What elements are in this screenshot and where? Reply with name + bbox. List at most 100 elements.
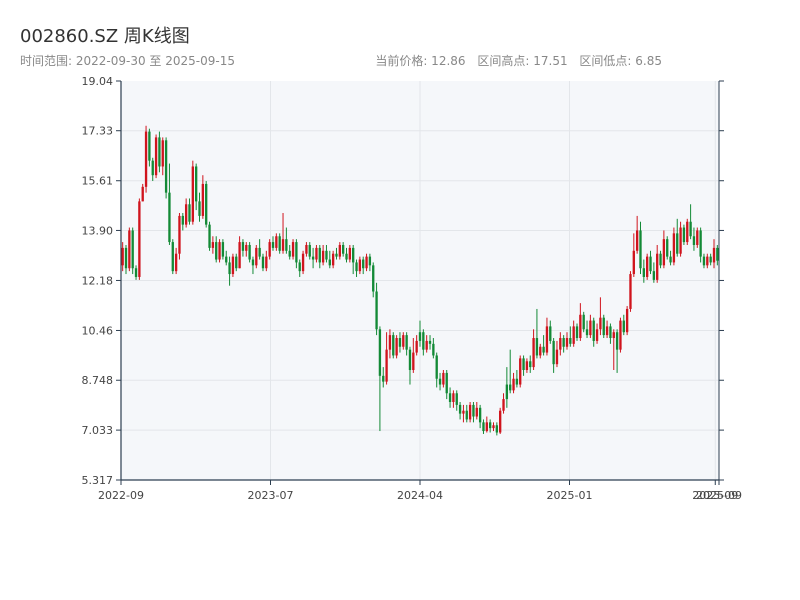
candle-body [462, 410, 465, 414]
candle [181, 213, 184, 231]
candle-body [595, 329, 599, 341]
candle [365, 253, 368, 272]
candle [539, 343, 542, 359]
candle-body [625, 308, 629, 333]
candle [211, 236, 215, 254]
candle [662, 230, 666, 269]
candle-body [488, 422, 492, 429]
candle [575, 323, 579, 341]
candle [128, 227, 131, 272]
candle-body [134, 268, 138, 277]
candle [629, 271, 632, 312]
candle-body [532, 338, 535, 368]
candle [682, 224, 686, 245]
candle [408, 346, 412, 385]
candle [582, 311, 585, 333]
candle-body [455, 393, 458, 405]
candle [415, 335, 418, 356]
candle [499, 407, 502, 434]
candle-body [235, 256, 238, 269]
candle-body [686, 221, 689, 243]
candle [338, 242, 341, 260]
candle-body [311, 256, 315, 260]
candle [251, 256, 255, 275]
candle [445, 370, 448, 400]
candle-body [428, 340, 432, 344]
candle-body [385, 349, 388, 382]
candle [398, 332, 402, 353]
candle [124, 244, 128, 275]
candle [278, 233, 281, 254]
y-tick-label: 12.18 [82, 274, 114, 287]
candle [362, 256, 365, 275]
candle-body [408, 349, 412, 371]
candle-body [268, 242, 271, 257]
candle-body [198, 201, 201, 216]
candle [465, 404, 468, 423]
candle [261, 253, 265, 272]
candle [388, 329, 392, 359]
candle-body [211, 242, 215, 248]
candle [422, 329, 425, 356]
candle-body [646, 256, 649, 277]
candle-body [452, 393, 455, 402]
candle-body [318, 247, 321, 263]
candle-body [666, 239, 669, 257]
candle [635, 215, 639, 254]
x-tick-label: 2025-01 [547, 489, 593, 502]
candle-body [582, 314, 585, 330]
candle-body [415, 340, 418, 353]
candle [442, 370, 445, 388]
candle-body [585, 329, 589, 336]
candle [488, 419, 492, 433]
candle-body [231, 256, 235, 275]
candle-body [502, 399, 505, 411]
candle [148, 128, 151, 167]
candle [208, 221, 211, 251]
candle-body [635, 230, 639, 251]
candle [435, 352, 438, 388]
candle-body [706, 256, 709, 266]
candle-body [321, 250, 325, 263]
candle-body [478, 407, 482, 423]
y-tick-label: 13.90 [82, 224, 114, 237]
x-tick-label: 2022-09 [98, 489, 144, 502]
candle [475, 401, 478, 420]
candle [455, 390, 458, 411]
candle [171, 239, 174, 275]
candle-body [281, 239, 285, 251]
candle-body [138, 201, 141, 277]
y-tick-label: 15.61 [82, 175, 114, 188]
candle [144, 125, 148, 193]
candle-body [525, 361, 529, 371]
candle-body [291, 242, 295, 257]
candle-body [275, 236, 278, 248]
candle-body [194, 166, 198, 202]
current-price: 当前价格: 12.86 [375, 54, 466, 68]
candle [532, 329, 535, 371]
candle [412, 338, 415, 373]
candle-body [689, 221, 692, 237]
candle [619, 317, 622, 353]
candle-body [589, 320, 592, 336]
candle-body [335, 253, 338, 257]
candle [335, 247, 338, 260]
candle-body [629, 274, 632, 309]
candle [275, 233, 278, 251]
candle [458, 401, 462, 420]
candle [699, 227, 702, 263]
candle [605, 320, 609, 339]
candle-body [331, 253, 335, 266]
axes: 19.04 17.33 15.61 13.90 12.18 10.46 8.748 7.033… [82, 75, 742, 502]
candle [352, 244, 355, 275]
candle [178, 213, 181, 260]
candle [602, 314, 605, 339]
candle-body [592, 320, 595, 341]
candle [382, 367, 385, 388]
candle-body [659, 253, 662, 266]
candle [265, 250, 268, 272]
candle [321, 244, 325, 266]
candle [622, 314, 625, 336]
candle-body [602, 317, 605, 336]
candle-body [352, 247, 355, 263]
